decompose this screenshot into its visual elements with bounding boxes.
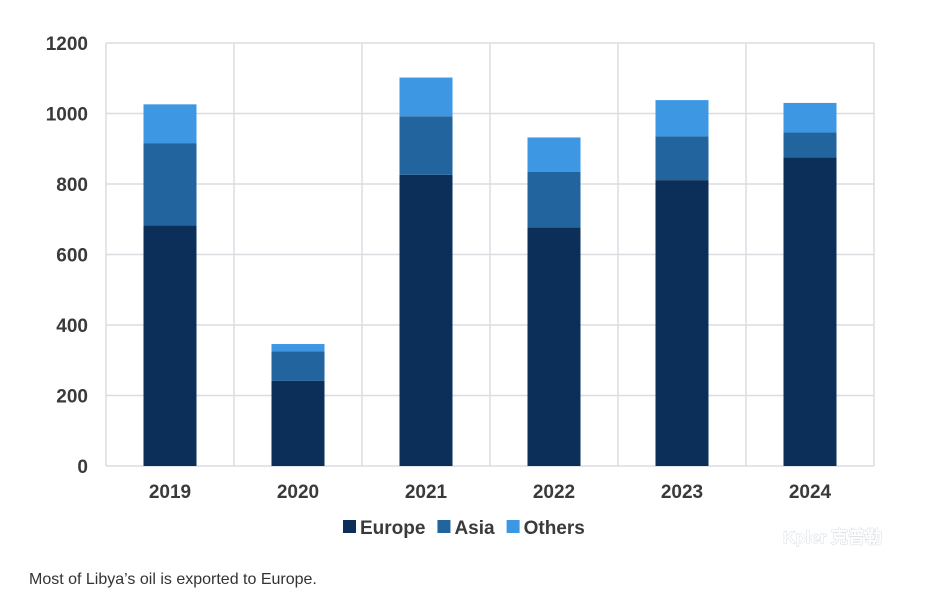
bar-asia-2023 [655, 136, 709, 181]
y-tick-label: 1000 [46, 105, 88, 126]
x-tick-label: 2019 [149, 482, 191, 503]
y-tick-label: 1200 [46, 34, 88, 55]
legend-swatch-others [506, 520, 520, 533]
bar-asia-2019 [143, 143, 197, 226]
legend-label-europe: Europe [360, 518, 425, 539]
grid-lines [105, 42, 875, 467]
x-tick-label: 2020 [277, 482, 319, 503]
bars [143, 77, 837, 466]
legend-swatch-asia [437, 520, 451, 533]
bar-asia-2020 [271, 351, 325, 381]
y-tick-label: 200 [56, 387, 88, 408]
bar-asia-2021 [399, 116, 453, 175]
y-tick-label: 600 [56, 246, 88, 267]
bar-europe-2023 [655, 180, 709, 466]
legend-swatch-europe [343, 520, 356, 533]
legend-label-others: Others [524, 518, 585, 539]
bar-others-2020 [271, 344, 325, 352]
watermark-text: Kpler 克普勒 [783, 527, 882, 547]
x-axis-tick-labels: 2019 2020 2021 2022 2023 2024 [149, 482, 832, 503]
x-tick-label: 2024 [789, 482, 832, 503]
y-tick-label: 800 [56, 175, 88, 196]
bar-europe-2019 [143, 225, 197, 466]
x-tick-label: 2021 [405, 482, 448, 503]
bar-others-2021 [399, 77, 453, 117]
bar-europe-2020 [271, 380, 325, 466]
figure-caption: Most of Libya’s oil is exported to Europ… [29, 571, 317, 588]
y-tick-label: 400 [56, 316, 88, 337]
bar-others-2022 [527, 137, 581, 172]
bar-asia-2024 [783, 132, 837, 158]
bar-others-2019 [143, 104, 197, 144]
y-axis-tick-labels: 0 200 400 600 800 1000 1200 [46, 34, 88, 478]
bar-europe-2024 [783, 157, 837, 466]
x-tick-label: 2023 [661, 482, 703, 503]
legend-label-asia: Asia [454, 518, 495, 539]
bar-others-2023 [655, 100, 709, 137]
legend: Europe Asia Others [343, 518, 585, 539]
y-tick-label: 0 [77, 457, 88, 478]
bar-europe-2021 [399, 174, 453, 466]
bar-europe-2022 [527, 227, 581, 466]
bar-asia-2022 [527, 171, 581, 228]
x-tick-label: 2022 [533, 482, 575, 503]
bar-others-2024 [783, 102, 837, 133]
